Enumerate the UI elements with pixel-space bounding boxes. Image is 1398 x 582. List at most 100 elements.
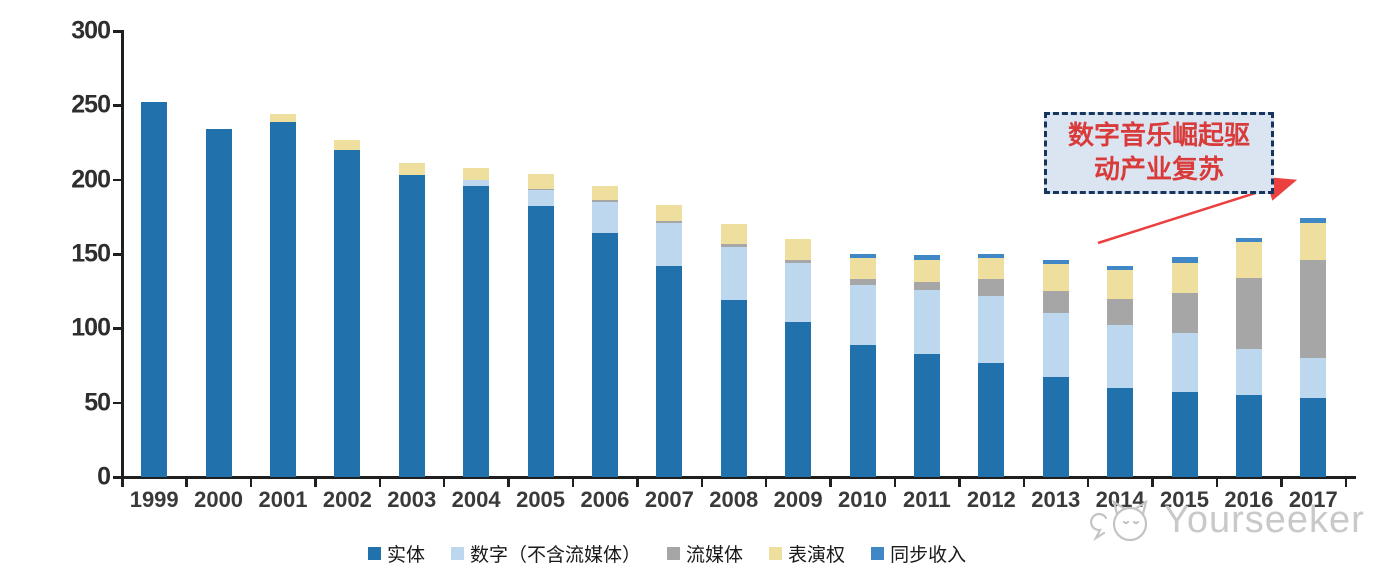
bar-segment	[398, 163, 425, 176]
y-axis-tick	[113, 327, 122, 330]
bar-segment	[785, 262, 812, 323]
bar-segment	[527, 173, 554, 189]
bar-segment	[720, 300, 747, 477]
bar-segment	[913, 353, 940, 477]
bar-segment	[656, 265, 683, 477]
x-axis-label: 2008	[709, 487, 759, 512]
y-axis-tick	[113, 476, 122, 479]
bar-segment	[849, 258, 876, 280]
bar-segment	[591, 233, 618, 477]
bar-segment	[269, 114, 296, 122]
bar-segment	[1300, 259, 1327, 359]
bar-segment	[205, 129, 232, 477]
legend-label: 流媒体	[686, 545, 744, 566]
y-axis-tick	[113, 253, 122, 256]
y-axis-line	[121, 30, 124, 478]
x-axis-tick	[1086, 479, 1090, 487]
x-axis-label: 2013	[1031, 487, 1081, 512]
bar-segment	[849, 279, 876, 286]
x-axis-tick	[764, 479, 768, 487]
chart-legend: 实体 数字（不含流媒体） 流媒体 表演权 同步收入	[368, 540, 966, 567]
bar-segment	[463, 185, 490, 477]
y-axis-label: 200	[71, 165, 111, 194]
y-axis-label: 100	[71, 313, 111, 342]
legend-swatch-icon	[368, 547, 381, 560]
bar-segment	[1107, 270, 1134, 299]
cat-logo-icon	[1090, 499, 1148, 542]
bar-segment	[1042, 264, 1069, 292]
bar-segment	[1107, 265, 1134, 271]
annotation-line1: 数字音乐崛起驱	[1067, 120, 1250, 151]
y-axis-tick	[113, 178, 122, 182]
x-axis-line	[113, 476, 1356, 479]
y-axis-tick	[113, 104, 122, 107]
bar-segment	[785, 239, 812, 260]
x-axis-tick	[1280, 479, 1283, 487]
x-axis-tick	[1215, 479, 1219, 487]
bar-segment	[527, 190, 554, 207]
bar-segment	[269, 121, 296, 477]
x-axis-label: 2005	[516, 487, 566, 512]
bar-segment	[591, 185, 618, 201]
x-axis-tick	[1022, 479, 1026, 487]
legend-swatch-icon	[871, 547, 885, 560]
bar-segment	[720, 224, 747, 244]
bar-segment	[591, 200, 618, 202]
bar-segment	[913, 289, 940, 354]
x-axis-tick	[507, 479, 510, 487]
y-axis-label: 0	[97, 462, 111, 491]
bar-segment	[978, 279, 1005, 296]
x-axis-tick	[378, 479, 382, 487]
bar-segment	[334, 149, 361, 477]
bar-segment	[141, 102, 168, 477]
bar-segment	[978, 258, 1005, 280]
watermark-text: Yourseeker	[1164, 498, 1365, 541]
bar-segment	[1042, 259, 1069, 265]
y-axis-label: 300	[71, 16, 111, 45]
bar-segment	[398, 175, 425, 477]
bar-segment	[1107, 325, 1134, 388]
bar-segment	[1042, 291, 1069, 314]
bar-segment	[1171, 292, 1198, 333]
x-axis-tick	[249, 479, 253, 487]
x-axis-tick	[185, 479, 188, 487]
legend-item: 表演权	[769, 540, 845, 567]
bar-segment	[656, 204, 683, 222]
legend-label: 数字（不含流媒体）	[470, 545, 642, 566]
x-axis-tick	[571, 479, 575, 487]
bar-segment	[1235, 242, 1262, 278]
x-axis-label: 2010	[838, 487, 888, 512]
x-axis-tick	[829, 479, 832, 487]
bar-segment	[463, 179, 490, 186]
x-axis-tick	[636, 479, 639, 487]
bar-segment	[1107, 387, 1134, 477]
x-axis-label: 2001	[258, 487, 308, 512]
bar-segment	[463, 167, 490, 180]
annotation-line2: 动产业复苏	[1093, 154, 1224, 184]
x-axis-label: 1999	[129, 487, 179, 512]
bar-segment	[1107, 298, 1134, 326]
bar-segment	[913, 255, 940, 260]
x-axis-label: 2007	[644, 487, 694, 512]
y-axis-label: 250	[71, 90, 111, 119]
x-axis-label: 2006	[580, 487, 630, 512]
legend-swatch-icon	[451, 547, 465, 560]
bar-segment	[978, 254, 1005, 259]
bar-segment	[1042, 377, 1069, 477]
y-axis-tick	[113, 30, 122, 33]
bar-segment	[527, 206, 554, 477]
legend-item: 实体	[368, 540, 425, 567]
x-axis-label: 2004	[451, 487, 501, 512]
legend-label: 同步收入	[890, 545, 967, 566]
x-axis-label: 2011	[903, 487, 951, 512]
x-axis-label: 2002	[322, 487, 372, 512]
bar-segment	[1042, 313, 1069, 378]
legend-label: 实体	[387, 545, 426, 566]
x-axis-tick	[314, 479, 317, 487]
bar-segment	[1171, 392, 1198, 477]
bar-segment	[978, 362, 1005, 477]
bar-segment	[1300, 222, 1327, 260]
legend-item: 同步收入	[871, 540, 966, 567]
x-axis-tick	[893, 479, 897, 487]
